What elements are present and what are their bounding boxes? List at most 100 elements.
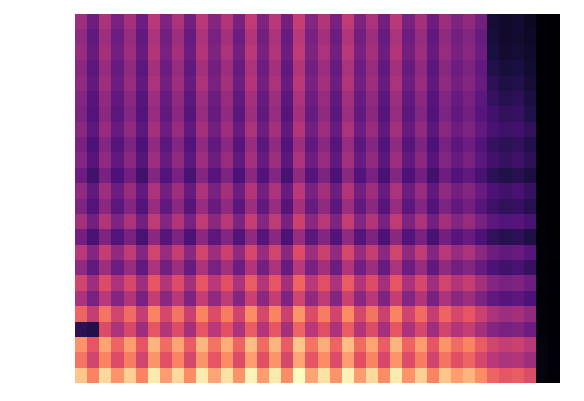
heat-cell	[111, 306, 124, 322]
heat-cell	[87, 106, 100, 122]
heat-cell	[548, 91, 560, 107]
heat-cell	[402, 245, 415, 261]
heat-cell	[439, 275, 452, 291]
heat-cell	[305, 60, 318, 76]
heat-cell	[293, 152, 306, 168]
heat-cell	[463, 337, 476, 353]
heat-cell	[172, 183, 185, 199]
heat-cell	[148, 45, 161, 61]
heat-cell	[245, 337, 258, 353]
heat-cell	[354, 183, 367, 199]
heat-cell	[75, 291, 88, 307]
heat-cell	[233, 275, 246, 291]
heat-cell	[305, 29, 318, 45]
heat-cell	[427, 29, 440, 45]
heat-cell	[354, 214, 367, 230]
heat-cell	[124, 275, 137, 291]
heat-cell	[318, 352, 331, 368]
heat-cell	[124, 306, 137, 322]
heat-cell	[87, 122, 100, 138]
heat-cell	[475, 368, 488, 383]
heat-cell	[318, 152, 331, 168]
heat-cell	[172, 60, 185, 76]
heat-cell	[99, 91, 112, 107]
heat-cell	[245, 60, 258, 76]
heat-cell	[487, 199, 500, 215]
heat-cell	[87, 245, 100, 261]
heat-cell	[184, 183, 197, 199]
heat-cell	[136, 306, 149, 322]
heat-cell	[293, 199, 306, 215]
heat-cell	[378, 291, 391, 307]
heat-cell	[208, 275, 221, 291]
heat-cell	[524, 152, 537, 168]
heat-cell	[499, 368, 512, 383]
heat-cell	[548, 60, 560, 76]
heat-cell	[439, 29, 452, 45]
heat-cell	[378, 60, 391, 76]
heat-cell	[160, 14, 173, 30]
heat-cell	[536, 306, 549, 322]
heat-cell	[366, 291, 379, 307]
heat-cell	[475, 91, 488, 107]
heat-cell	[196, 337, 209, 353]
heat-cell	[366, 91, 379, 107]
heat-cell	[415, 199, 428, 215]
heat-cell	[427, 14, 440, 30]
heat-cell	[524, 106, 537, 122]
heat-cell	[499, 322, 512, 338]
heat-cell	[390, 137, 403, 153]
heat-cell	[354, 306, 367, 322]
heat-cell	[148, 337, 161, 353]
heat-cell	[342, 60, 355, 76]
heat-cell	[136, 214, 149, 230]
heat-cell	[439, 306, 452, 322]
heat-cell	[233, 337, 246, 353]
heat-cell	[136, 91, 149, 107]
heat-cell	[208, 260, 221, 276]
heat-cell	[487, 214, 500, 230]
heat-cell	[172, 199, 185, 215]
heat-cell	[378, 45, 391, 61]
heat-cell	[499, 29, 512, 45]
heat-cell	[390, 45, 403, 61]
heat-cell	[124, 352, 137, 368]
heat-cell	[160, 60, 173, 76]
heat-cell	[172, 106, 185, 122]
heat-cell	[293, 322, 306, 338]
heat-cell	[463, 260, 476, 276]
heat-cell	[487, 45, 500, 61]
heat-cell	[136, 368, 149, 383]
heat-cell	[148, 122, 161, 138]
heat-cell	[99, 306, 112, 322]
heat-cell	[184, 137, 197, 153]
heat-cell	[111, 91, 124, 107]
heat-cell	[305, 91, 318, 107]
heat-cell	[499, 337, 512, 353]
heat-cell	[354, 137, 367, 153]
heat-cell	[269, 245, 282, 261]
heat-cell	[548, 368, 560, 383]
heat-cell	[463, 199, 476, 215]
heat-cell	[257, 45, 270, 61]
heat-cell	[499, 183, 512, 199]
heat-cell	[136, 275, 149, 291]
heat-cell	[318, 229, 331, 245]
heat-cell	[439, 352, 452, 368]
heat-cell	[160, 137, 173, 153]
heat-cell	[99, 106, 112, 122]
heat-cell	[342, 322, 355, 338]
heat-cell	[366, 60, 379, 76]
heat-cell	[148, 152, 161, 168]
heat-cell	[281, 260, 294, 276]
heat-cell	[172, 76, 185, 92]
heat-cell	[75, 322, 88, 338]
heat-cell	[75, 29, 88, 45]
heat-cell	[136, 183, 149, 199]
heat-cell	[354, 91, 367, 107]
heat-cell	[269, 260, 282, 276]
heat-cell	[208, 183, 221, 199]
heat-cell	[281, 352, 294, 368]
heat-cell	[390, 168, 403, 184]
heat-cell	[87, 322, 100, 338]
